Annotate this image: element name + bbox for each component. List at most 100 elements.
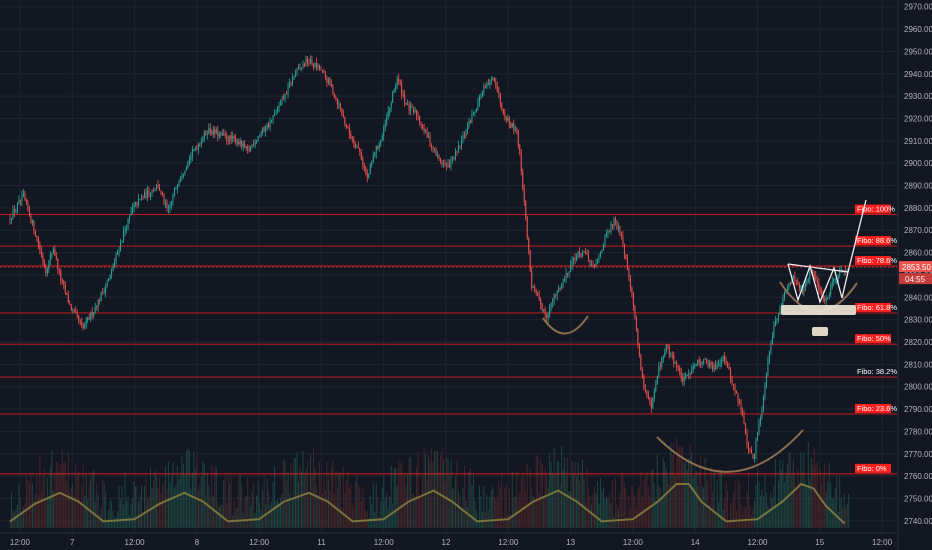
candle-body [114,261,116,268]
volume-bar [193,451,195,528]
volume-bar [133,481,135,528]
volume-bar [486,494,488,528]
candle-body [257,136,259,140]
volume-bar [227,476,229,528]
volume-bar [106,518,108,528]
volume-bar [199,484,201,528]
candle-body [632,292,634,306]
candle-body [833,279,835,282]
volume-bar [90,477,92,528]
candle-body [88,317,90,320]
volume-bar [646,471,648,528]
candle-body [601,250,603,253]
candle-body [788,283,790,289]
candle-body [15,209,17,212]
candle-body [839,269,841,275]
candle-body [599,252,601,256]
volume-bar [185,450,187,528]
candle-body [169,205,171,208]
candle-body [667,345,669,346]
candle-body [27,202,29,210]
volume-bar [18,484,20,528]
candle-body [51,253,53,256]
volume-bar [200,476,202,528]
candle-body [674,362,676,364]
candle-body [770,344,772,352]
volume-bar [292,499,294,528]
y-tick-label: 2820.00 [904,338,932,347]
candle-body [782,298,784,307]
candle-body [513,122,515,131]
y-tick-label: 2940.00 [904,70,932,79]
volume-bar [828,462,830,528]
candle-body [641,370,643,377]
candle-body [440,157,442,162]
candle-body [420,121,422,125]
volume-bar [37,494,39,528]
volume-bar [326,461,328,528]
volume-bar [570,491,572,528]
candle-body [389,107,391,112]
volume-bar [247,477,249,528]
candle-body [123,231,125,241]
volume-bar [556,460,558,528]
x-tick-label: 12:00 [125,538,146,547]
candle-body [510,123,512,128]
candle-body [511,122,513,128]
volume-bar [594,486,596,528]
volume-bar [580,470,582,528]
candle-body [184,170,186,174]
candle-body [441,161,443,164]
candle-body [117,252,119,255]
candle-body [120,241,122,251]
candle-body [703,359,705,363]
candle-body [220,132,222,134]
volume-bar [577,462,579,528]
volume-bar [710,467,712,528]
candle-body [164,202,166,204]
candle-body [568,271,570,275]
candle-body [214,129,216,134]
y-tick-label: 2780.00 [904,427,932,436]
volume-bar [789,452,791,528]
volume-bar [620,474,622,528]
volume-bar [377,497,379,528]
candle-body [727,363,729,367]
breakout-line [847,199,867,273]
candle-body [106,281,108,287]
x-tick-label: 13 [566,538,575,547]
volume-bar [206,472,208,528]
pattern-annotations [542,199,867,473]
candle-body [323,70,325,73]
candle-body [753,454,755,459]
volume-bar [625,487,627,528]
volume-bar [296,452,298,528]
candle-body [335,97,337,99]
volume-bar [356,475,358,528]
candle-body [39,244,41,250]
y-tick-label: 2950.00 [904,47,932,56]
candle-body [148,190,150,195]
volume-bar [78,471,80,528]
candle-body [401,84,403,95]
candle-body [532,286,534,289]
candle-body [692,366,694,370]
candle-body [75,311,77,313]
candle-body [163,194,165,204]
volume-bar [251,491,253,528]
candle-body [749,449,751,451]
candle-body [489,80,491,85]
volume-bar [425,454,427,528]
candle-body [280,101,282,106]
volume-bar [791,474,793,528]
candle-body [423,128,425,131]
volume-bar [280,497,282,528]
candle-body [480,95,482,97]
y-tick-label: 2880.00 [904,204,932,213]
candle-body [124,229,126,232]
volume-bar [466,507,468,528]
candle-body [813,273,815,277]
candle-body [250,146,252,151]
volume-bar [830,483,832,528]
